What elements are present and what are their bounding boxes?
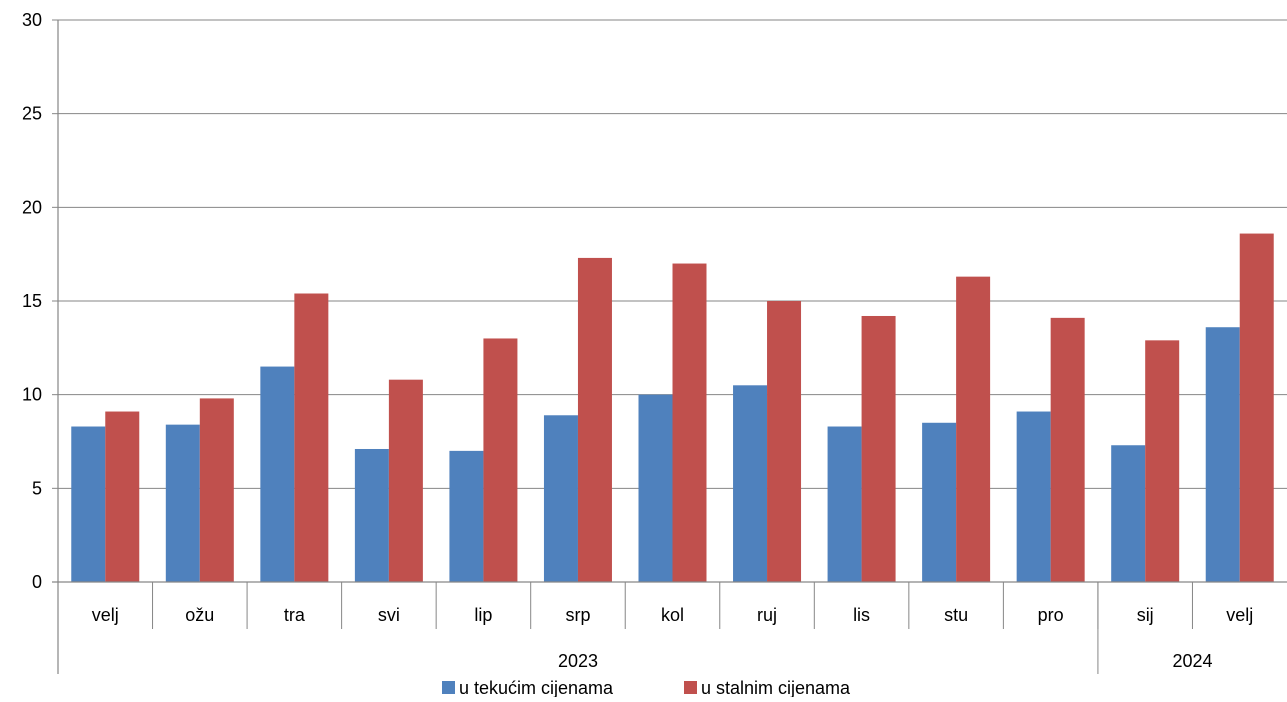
bar-series-2-velj	[1239, 233, 1274, 582]
x-tick-label: stu	[944, 605, 968, 625]
y-tick-labels: 0 5 10 15 20 25 30	[22, 10, 42, 592]
legend-label-series-2: u stalnim cijenama	[701, 678, 851, 697]
bar-series-2-velj	[105, 411, 140, 582]
y-tick-label: 15	[22, 291, 42, 311]
bar-series-2-tra	[294, 293, 329, 582]
x-tick-label: tra	[284, 605, 306, 625]
y-tick-label: 30	[22, 10, 42, 30]
y-tick-label: 5	[32, 478, 42, 498]
bar-series-2-sij	[1145, 340, 1180, 582]
bar-series-2-stu	[956, 276, 991, 582]
bar-series-2-lis	[861, 315, 896, 582]
bar-series-2-pro	[1050, 317, 1085, 582]
bar-series-2-ožu	[199, 398, 234, 582]
legend-label-series-1: u tekućim cijenama	[459, 678, 614, 697]
bar-series-1-lip	[449, 450, 484, 582]
bar-series-2-lip	[483, 338, 518, 582]
bar-series-1-pro	[1016, 411, 1051, 582]
bar-series-1-srp	[543, 415, 578, 582]
bar-series-1-tra	[260, 366, 295, 582]
bar-series-1-ožu	[165, 424, 200, 582]
x-tick-label: srp	[565, 605, 590, 625]
x-tick-label: kol	[661, 605, 684, 625]
x-tick-label: lis	[853, 605, 870, 625]
x-tick-label: ruj	[757, 605, 777, 625]
x-tick-label: lip	[474, 605, 492, 625]
bar-series-2-svi	[388, 379, 423, 582]
bar-series-1-stu	[922, 422, 957, 582]
legend-swatch-series-1	[442, 681, 455, 694]
x-tick-label: ožu	[185, 605, 214, 625]
legend: u tekućim cijenama u stalnim cijenama	[442, 678, 851, 698]
y-tick-label: 25	[22, 104, 42, 124]
bar-series-1-sij	[1111, 445, 1146, 582]
bar-series-1-svi	[354, 448, 389, 582]
bars	[71, 233, 1274, 582]
axes	[52, 19, 1287, 674]
bar-series-1-velj	[1205, 327, 1240, 582]
x-tick-label: velj	[92, 605, 119, 625]
bar-series-2-ruj	[767, 301, 802, 582]
x-tick-label: sij	[1137, 605, 1154, 625]
y-tick-label: 10	[22, 385, 42, 405]
year-group-labels: 2023 2024	[558, 651, 1213, 671]
x-tick-label: pro	[1038, 605, 1064, 625]
bar-series-1-lis	[827, 426, 862, 582]
legend-swatch-series-2	[684, 681, 697, 694]
bar-series-2-srp	[577, 257, 612, 582]
y-tick-label: 0	[32, 572, 42, 592]
year-label: 2024	[1172, 651, 1212, 671]
year-label: 2023	[558, 651, 598, 671]
bar-series-2-kol	[672, 263, 707, 582]
x-tick-labels: velj ožu tra svi lip srp kol ruj lis stu pro sij vel…	[92, 605, 1253, 625]
x-tick-label: velj	[1226, 605, 1253, 625]
x-tick-label: svi	[378, 605, 400, 625]
bar-series-1-velj	[71, 426, 106, 582]
y-tick-label: 20	[22, 197, 42, 217]
bar-series-1-kol	[638, 394, 673, 582]
bar-series-1-ruj	[733, 385, 768, 582]
